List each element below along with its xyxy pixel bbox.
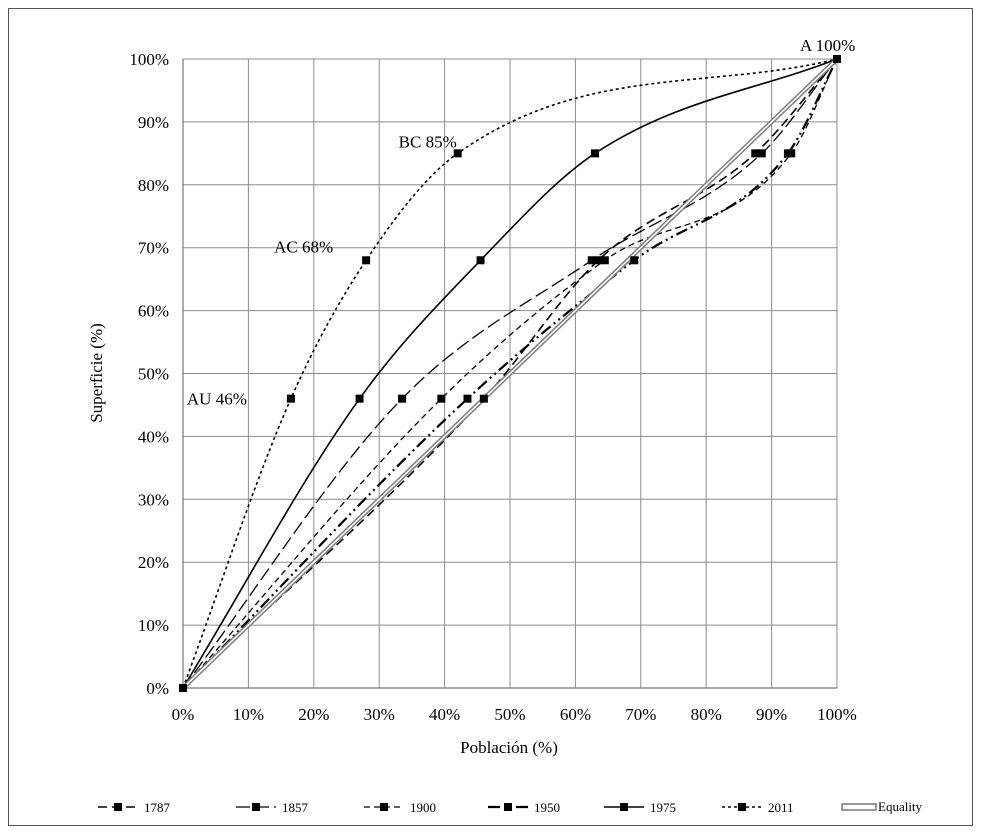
- point-marker-2011: [453, 149, 462, 158]
- x-tick-label: 50%: [494, 705, 525, 724]
- legend-marker: [504, 803, 512, 811]
- point-marker-2011: [362, 256, 371, 265]
- x-tick-label: 90%: [756, 705, 787, 724]
- legend-label: 1950: [534, 800, 560, 815]
- point-marker-1975: [591, 149, 600, 158]
- legend-marker: [380, 803, 388, 811]
- x-tick-label: 40%: [429, 705, 460, 724]
- point-marker-1787: [751, 149, 760, 158]
- x-tick-label: 20%: [298, 705, 329, 724]
- point-marker-1950: [463, 394, 472, 403]
- series-line-1787: [182, 58, 838, 689]
- y-tick-label: 80%: [138, 176, 169, 195]
- legend-marker: [738, 803, 746, 811]
- series-line-1857: [182, 58, 838, 689]
- point-marker-1975: [476, 256, 485, 265]
- annotation-label: AU 46%: [187, 390, 247, 409]
- grid-lines: [182, 58, 838, 689]
- series-line-2011: [182, 58, 838, 689]
- legend-label: Equality: [878, 799, 923, 814]
- x-tick-label: 80%: [691, 705, 722, 724]
- equality-line-inner: [182, 58, 838, 689]
- point-marker-1787: [594, 256, 603, 265]
- y-tick-label: 0%: [146, 679, 169, 698]
- x-tick-label: 30%: [364, 705, 395, 724]
- annotation-label: A 100%: [800, 36, 855, 55]
- legend-label: 1857: [282, 800, 309, 815]
- point-marker-2011: [179, 684, 187, 692]
- x-tick-label: 60%: [560, 705, 591, 724]
- annotation-label: AC 68%: [274, 237, 333, 256]
- y-axis-title: Superficie (%): [87, 323, 106, 423]
- legend-label: 1787: [144, 800, 171, 815]
- chart-frame: [8, 8, 973, 826]
- legend-label: 1900: [410, 800, 436, 815]
- y-tick-label: 50%: [138, 365, 169, 384]
- series-markers: [179, 55, 841, 692]
- point-marker-1900: [437, 394, 446, 403]
- point-marker-1787: [479, 394, 488, 403]
- x-tick-label: 70%: [625, 705, 656, 724]
- legend-marker: [114, 803, 122, 811]
- y-tick-label: 40%: [138, 427, 169, 446]
- x-tick-label: 100%: [817, 705, 857, 724]
- legend-swatch-Equality: [841, 803, 877, 811]
- point-marker-1857: [757, 149, 766, 158]
- point-marker-1857: [398, 394, 407, 403]
- x-tick-label: 0%: [172, 705, 195, 724]
- y-tick-label: 10%: [138, 616, 169, 635]
- y-tick-label: 100%: [129, 50, 169, 69]
- x-tick-label: 10%: [233, 705, 264, 724]
- y-tick-label: 30%: [138, 490, 169, 509]
- series-line-1975: [182, 58, 838, 689]
- point-marker-1950: [783, 149, 792, 158]
- y-tick-label: 20%: [138, 553, 169, 572]
- point-marker-1975: [355, 394, 364, 403]
- annotations: A 100% BC 85% AC 68% AU 46%: [187, 36, 855, 409]
- point-marker-1857: [587, 256, 596, 265]
- legend-label: 2011: [768, 800, 794, 815]
- y-tick-label: 90%: [138, 113, 169, 132]
- point-marker-1900: [600, 256, 609, 265]
- point-marker-2011: [833, 55, 841, 63]
- legend: 1787 1857 1900 1950 1975 2011 Equality: [98, 799, 923, 815]
- y-tick-label: 70%: [138, 239, 169, 258]
- annotation-label: BC 85%: [399, 132, 457, 151]
- point-marker-1950: [630, 256, 639, 265]
- point-marker-2011: [286, 394, 295, 403]
- x-axis-ticks: 0% 10% 20% 30% 40% 50% 60% 70% 80% 90% 100%: [172, 705, 857, 724]
- legend-marker: [252, 803, 260, 811]
- legend-marker: [620, 803, 628, 811]
- legend-label: 1975: [650, 800, 676, 815]
- y-axis-ticks: 0% 10% 20% 30% 40% 50% 60% 70% 80% 90% 100%: [129, 50, 169, 698]
- x-axis-title: Población (%): [460, 738, 558, 757]
- y-tick-label: 60%: [138, 302, 169, 321]
